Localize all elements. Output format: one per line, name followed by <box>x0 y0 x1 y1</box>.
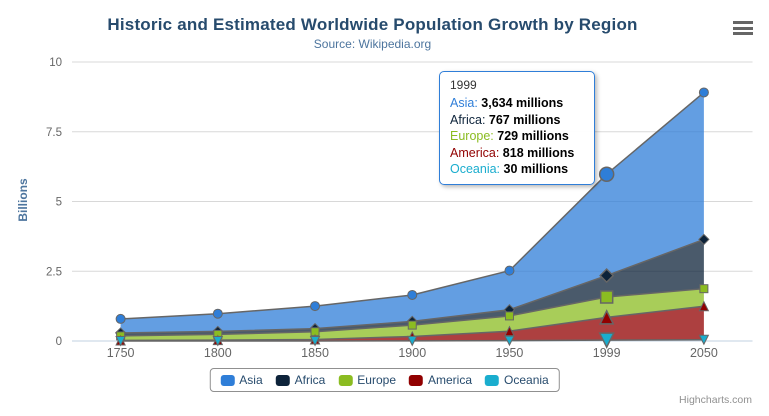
america-marker-2050[interactable] <box>698 300 710 312</box>
y-axis-label: 10 <box>49 57 62 69</box>
tooltip-series-value: 3,634 millions <box>481 96 564 110</box>
oceania-marker-1800[interactable] <box>212 335 224 347</box>
x-axis-label: 1950 <box>496 346 524 360</box>
tooltip: 1999 Asia: 3,634 millions Africa: 767 mil… <box>439 71 595 185</box>
oceania-marker-1750[interactable] <box>115 335 126 347</box>
europe-marker-2050[interactable] <box>699 284 709 294</box>
legend-swatch-africa <box>275 374 290 386</box>
chart-title: Historic and Estimated Worldwide Populat… <box>107 15 638 34</box>
africa-marker-2050[interactable] <box>698 233 710 246</box>
tooltip-row-asia: Asia: 3,634 millions <box>450 95 584 112</box>
hamburger-menu-icon <box>733 21 753 35</box>
oceania-marker-1950[interactable] <box>504 335 515 347</box>
tooltip-series-name: Europe: <box>450 129 498 143</box>
asia-marker-2050[interactable] <box>698 87 709 98</box>
area-africa[interactable] <box>120 239 704 336</box>
asia-marker-1900[interactable] <box>407 289 418 300</box>
asia-marker-1800[interactable] <box>212 308 223 319</box>
legend-label: Europe <box>357 373 397 387</box>
legend-swatch-europe <box>338 374 353 386</box>
legend-item-america[interactable]: America <box>409 373 472 387</box>
tooltip-series-value: 729 millions <box>497 129 569 143</box>
x-axis-label: 1800 <box>204 346 232 360</box>
credits-link[interactable]: Highcharts.com <box>679 394 752 406</box>
asia-marker-1950[interactable] <box>504 265 515 276</box>
oceania-marker-2050[interactable] <box>698 334 710 346</box>
y-axis-label: 7.5 <box>46 127 62 139</box>
legend-swatch-america <box>409 374 424 386</box>
area-asia[interactable] <box>120 92 704 333</box>
tooltip-series-value: 30 millions <box>503 162 569 176</box>
tooltip-row-oceania: Oceania: 30 millions <box>450 161 584 178</box>
tooltip-rows: Asia: 3,634 millions Africa: 767 millions… <box>450 95 584 178</box>
area-america[interactable] <box>120 306 704 341</box>
tooltip-row-europe: Europe: 729 millions <box>450 128 584 145</box>
x-axis-label: 1999 <box>593 346 621 360</box>
oceania-marker-1850[interactable] <box>309 335 321 347</box>
legend-swatch-oceania <box>485 374 500 386</box>
tooltip-row-america: America: 818 millions <box>450 145 584 162</box>
chart-subtitle: Source: Wikipedia.org <box>313 37 432 51</box>
tooltip-row-africa: Africa: 767 millions <box>450 112 584 129</box>
y-axis-label: 0 <box>56 336 62 348</box>
tooltip-series-name: Africa: <box>450 112 489 127</box>
asia-marker-1999[interactable] <box>598 166 615 182</box>
x-axis-label: 1900 <box>398 346 426 360</box>
tooltip-series-name: Oceania: <box>450 162 504 176</box>
tooltip-series-value: 818 millions <box>502 145 575 160</box>
y-axis-label: 2.5 <box>46 266 62 278</box>
legend-item-europe[interactable]: Europe <box>338 373 396 387</box>
europe-marker-1999[interactable] <box>599 290 614 304</box>
legend-label: Asia <box>239 373 263 387</box>
legend-swatch-asia <box>220 374 235 386</box>
tooltip-series-name: Asia: <box>450 96 482 110</box>
y-axis-title: Billions <box>16 178 30 222</box>
asia-marker-1750[interactable] <box>115 313 126 324</box>
tooltip-header: 1999 <box>450 78 477 92</box>
oceania-marker-1999[interactable] <box>598 332 615 349</box>
tooltip-series-name: America: <box>450 145 503 160</box>
legend: Asia Africa Europe America Oceania <box>209 368 560 392</box>
legend-item-africa[interactable]: Africa <box>275 373 326 387</box>
asia-marker-1850[interactable] <box>310 301 321 312</box>
legend-label: Africa <box>294 373 326 387</box>
legend-label: Oceania <box>504 373 549 387</box>
export-menu-button[interactable] <box>733 21 753 36</box>
america-marker-1999[interactable] <box>598 309 615 325</box>
tooltip-series-value: 767 millions <box>488 112 561 127</box>
x-axis-label: 2050 <box>690 346 718 360</box>
y-axis-label: 5 <box>56 197 62 209</box>
europe-marker-1950[interactable] <box>504 311 514 321</box>
x-axis-label: 1750 <box>107 346 135 360</box>
africa-marker-1999[interactable] <box>599 268 615 284</box>
europe-marker-1900[interactable] <box>407 320 417 330</box>
legend-item-asia[interactable]: Asia <box>220 373 263 387</box>
oceania-marker-1900[interactable] <box>406 335 418 347</box>
legend-label: America <box>428 373 473 387</box>
legend-item-oceania[interactable]: Oceania <box>485 373 549 387</box>
x-axis-label: 1850 <box>301 346 329 360</box>
